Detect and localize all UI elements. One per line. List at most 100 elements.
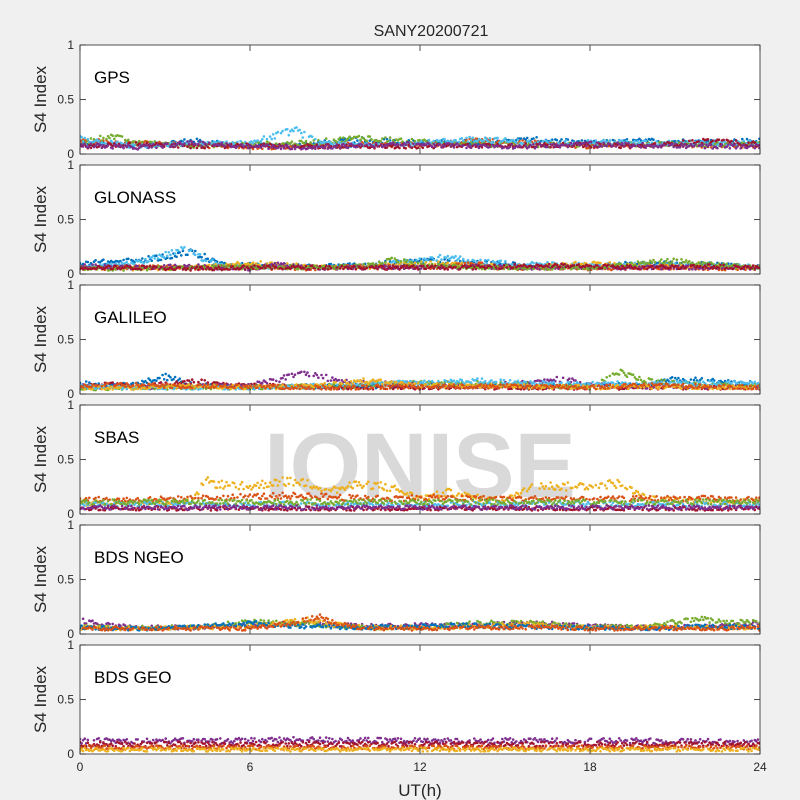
data-point: [127, 138, 130, 142]
data-point: [558, 265, 562, 269]
data-point: [271, 143, 275, 147]
data-point: [404, 147, 408, 150]
data-point: [270, 145, 274, 149]
data-point: [652, 258, 655, 262]
data-point: [420, 267, 423, 270]
data-point: [148, 143, 152, 147]
data-point: [270, 137, 274, 141]
data-point: [120, 135, 124, 138]
data-point: [418, 257, 422, 260]
data-point: [195, 146, 199, 150]
data-point: [441, 266, 445, 269]
data-point: [532, 267, 535, 271]
data-point: [454, 254, 457, 258]
data-point: [176, 146, 180, 149]
data-point: [443, 258, 446, 261]
data-point: [276, 130, 280, 134]
data-point: [607, 263, 610, 267]
data-point: [508, 265, 512, 268]
data-point: [162, 256, 166, 259]
data-point: [203, 146, 206, 150]
data-point: [122, 258, 125, 262]
data-point: [674, 142, 677, 146]
data-point: [158, 268, 161, 271]
data-point: [758, 264, 760, 268]
data-point: [663, 261, 666, 265]
data-point: [734, 139, 738, 142]
data-point: [446, 261, 450, 265]
data-point: [652, 138, 655, 141]
data-point: [444, 256, 448, 260]
data-point: [137, 142, 141, 145]
data-point: [460, 261, 464, 265]
y-tick-label: 0.5: [57, 93, 74, 107]
data-point: [638, 137, 641, 141]
data-point: [546, 260, 549, 264]
data-point: [395, 258, 398, 262]
data-point: [102, 136, 105, 140]
data-point: [268, 265, 272, 269]
data-point: [582, 267, 585, 271]
data-point: [166, 254, 169, 258]
data-point: [653, 261, 657, 264]
data-point: [582, 145, 585, 149]
data-point: [457, 257, 461, 260]
data-point: [298, 128, 302, 132]
data-point: [501, 266, 504, 270]
data-point: [440, 264, 443, 267]
data-point: [434, 264, 437, 268]
data-point: [669, 262, 672, 266]
data-point: [711, 139, 714, 142]
data-point: [145, 144, 149, 147]
data-point: [630, 145, 633, 149]
data-point: [303, 130, 306, 134]
data-point: [493, 263, 496, 267]
data-point: [499, 264, 503, 268]
data-point: [458, 267, 462, 271]
data-point: [466, 142, 470, 146]
data-point: [128, 141, 132, 144]
data-point: [381, 261, 384, 265]
data-point: [102, 258, 105, 262]
data-point: [99, 143, 102, 147]
data-point: [396, 260, 400, 264]
data-point: [680, 143, 683, 146]
data-point: [535, 145, 538, 148]
data-point: [95, 266, 99, 270]
data-point: [630, 261, 633, 265]
data-point: [583, 265, 587, 269]
data-point: [310, 264, 314, 267]
data-point: [262, 264, 266, 267]
data-point: [195, 265, 199, 269]
data-point: [237, 262, 241, 265]
data-point: [147, 260, 150, 263]
data-point: [379, 139, 383, 143]
data-point: [108, 264, 111, 268]
data-point: [457, 265, 461, 268]
data-point: [331, 147, 334, 150]
data-point: [94, 144, 97, 148]
data-point: [264, 266, 267, 270]
data-point: [670, 260, 674, 263]
data-point: [178, 265, 181, 269]
data-point: [151, 143, 155, 146]
y-tick-label: 0: [67, 147, 74, 161]
data-point: [725, 262, 728, 266]
data-point: [310, 135, 314, 139]
data-point: [273, 137, 277, 140]
data-point: [109, 263, 113, 266]
data-point: [734, 147, 738, 150]
data-point: [83, 136, 86, 140]
data-point: [123, 266, 127, 269]
data-point: [304, 139, 308, 143]
data-point: [502, 145, 506, 149]
data-point: [236, 140, 239, 144]
data-point: [549, 145, 552, 149]
data-point: [756, 144, 760, 147]
data-point: [169, 253, 172, 257]
data-point: [483, 258, 487, 262]
y-axis-label: S4 Index: [31, 65, 50, 133]
data-point: [262, 135, 266, 138]
data-point: [505, 266, 509, 269]
data-point: [343, 263, 347, 267]
